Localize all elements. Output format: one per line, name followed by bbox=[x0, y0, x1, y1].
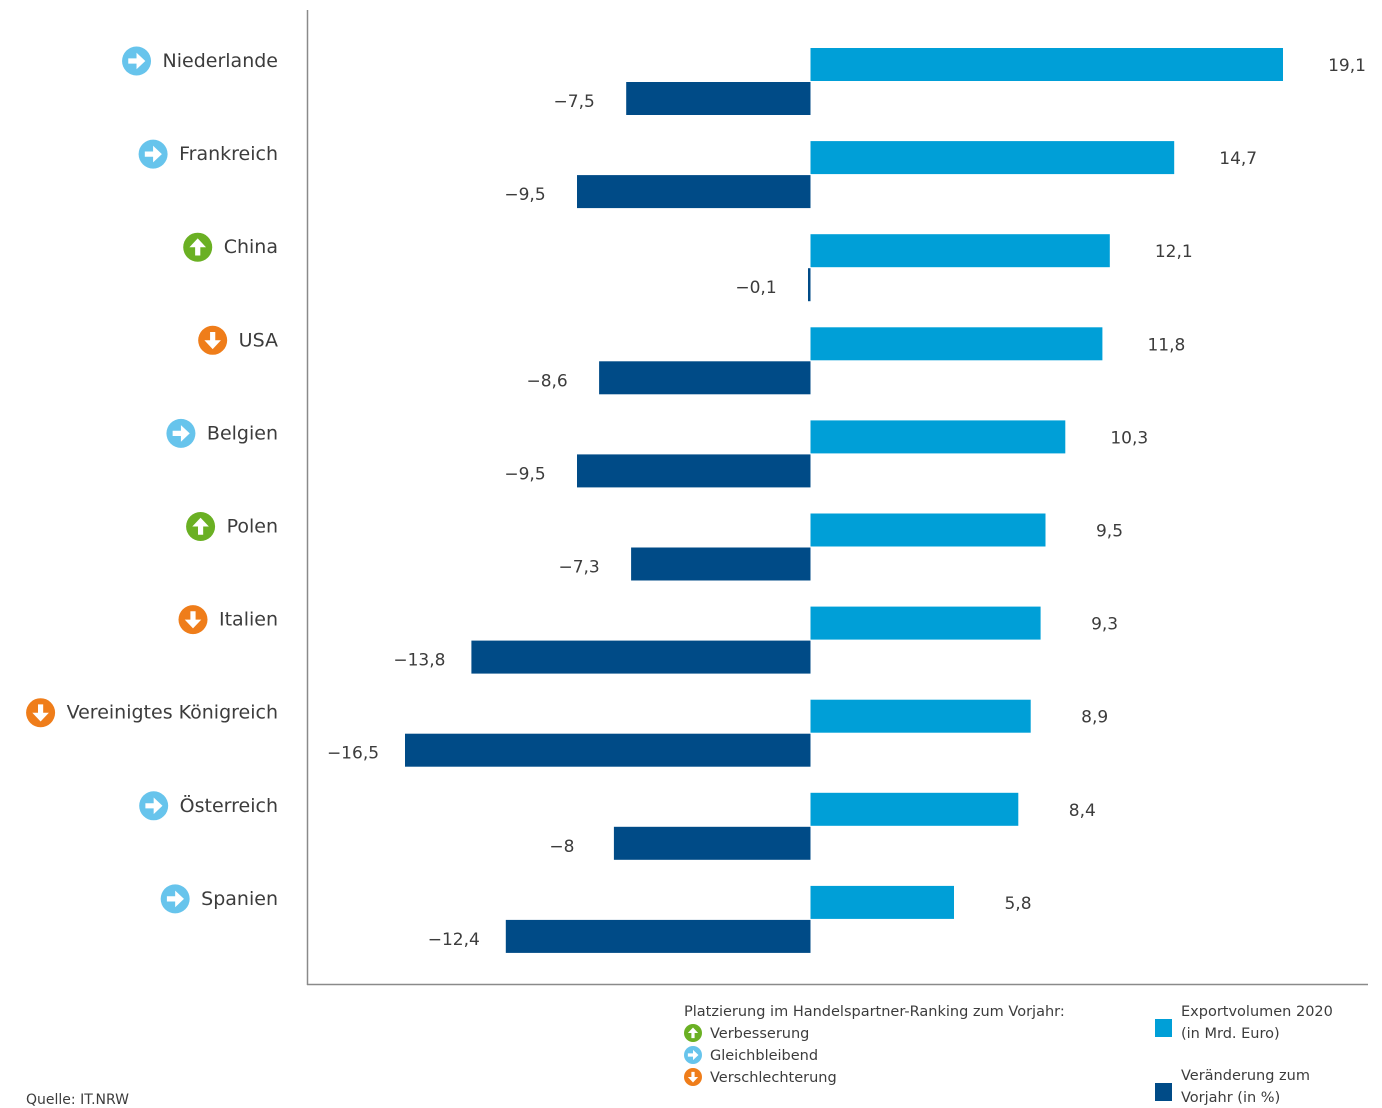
arrow-down-icon bbox=[684, 1068, 702, 1086]
data-label-export-volume: 9,5 bbox=[1096, 522, 1123, 542]
arrow-down-icon bbox=[198, 325, 228, 355]
legend-series-item: Exportvolumen 2020 (in Mrd. Euro) bbox=[1155, 1004, 1333, 1042]
data-label-change-previous-year: −7,3 bbox=[558, 558, 599, 578]
legend-ranking-label: Gleichbleibend bbox=[710, 1048, 818, 1064]
country-row: Frankreich 14,7 −9,5 bbox=[138, 139, 1257, 209]
chart-axes bbox=[306, 10, 1368, 986]
data-label-change-previous-year: −16,5 bbox=[327, 744, 379, 764]
country-row: China 12,1 −0,1 bbox=[183, 232, 1193, 302]
bar-change-previous-year bbox=[599, 361, 811, 395]
legend-series-label: (in Mrd. Euro) bbox=[1181, 1026, 1280, 1042]
country-label: Frankreich bbox=[179, 143, 278, 165]
data-label-export-volume: 12,1 bbox=[1155, 242, 1193, 262]
data-label-change-previous-year: −8,6 bbox=[526, 371, 567, 391]
legend-series-items: Exportvolumen 2020 (in Mrd. Euro) Veränder… bbox=[1155, 1004, 1333, 1106]
bar-change-previous-year bbox=[631, 547, 811, 581]
arrow-up-icon bbox=[186, 512, 216, 541]
country-row: Italien 9,3 −13,8 bbox=[178, 605, 1118, 674]
bar-change-previous-year bbox=[405, 733, 811, 767]
data-label-change-previous-year: −9,5 bbox=[504, 464, 545, 484]
country-row: Polen 9,5 −7,3 bbox=[186, 512, 1123, 581]
arrow-down-icon bbox=[26, 698, 56, 728]
country-label: Niederlande bbox=[163, 50, 278, 72]
data-label-change-previous-year: −12,4 bbox=[428, 930, 480, 950]
legend-series-item: Veränderung zum Vorjahr (in %) bbox=[1155, 1068, 1310, 1106]
bar-export-volume bbox=[810, 792, 1019, 826]
legend-ranking-item: Gleichbleibend bbox=[684, 1046, 818, 1064]
arrow-right-icon bbox=[122, 46, 152, 76]
data-label-export-volume: 19,1 bbox=[1328, 56, 1366, 76]
legend-swatch bbox=[1155, 1083, 1172, 1101]
bar-export-volume bbox=[810, 141, 1175, 175]
data-label-change-previous-year: −7,5 bbox=[554, 92, 595, 112]
arrow-right-icon bbox=[139, 791, 169, 821]
chart-legend: Platzierung im Handelspartner-Ranking zu… bbox=[684, 1004, 1333, 1106]
country-label: Spanien bbox=[201, 888, 278, 910]
country-label: China bbox=[224, 236, 278, 258]
arrow-right-icon bbox=[684, 1046, 702, 1064]
legend-ranking-items: Verbesserung Gleichbleibend Verschlechteru… bbox=[684, 1024, 837, 1086]
bar-change-previous-year bbox=[577, 175, 811, 209]
data-label-change-previous-year: −0,1 bbox=[735, 278, 776, 298]
bar-export-volume bbox=[810, 48, 1283, 81]
arrow-right-icon bbox=[166, 418, 196, 448]
bar-change-previous-year bbox=[577, 454, 811, 488]
country-row: Österreich 8,4 −8 bbox=[139, 791, 1096, 860]
country-row: Spanien 5,8 −12,4 bbox=[160, 884, 1032, 953]
arrow-right-icon bbox=[138, 139, 168, 169]
data-label-export-volume: 5,8 bbox=[1004, 894, 1031, 914]
legend-ranking-item: Verbesserung bbox=[684, 1024, 809, 1042]
legend-swatch bbox=[1155, 1019, 1172, 1037]
legend-series-label: Veränderung zum bbox=[1181, 1068, 1310, 1084]
arrow-right-icon bbox=[160, 884, 190, 914]
arrow-up-icon bbox=[183, 232, 213, 262]
data-label-change-previous-year: −13,8 bbox=[393, 651, 445, 671]
country-row: Belgien 10,3 −9,5 bbox=[166, 418, 1148, 488]
data-label-change-previous-year: −8 bbox=[549, 837, 574, 857]
country-row: USA 11,8 −8,6 bbox=[198, 325, 1185, 395]
data-label-export-volume: 10,3 bbox=[1110, 428, 1148, 448]
country-label: USA bbox=[239, 329, 278, 351]
data-label-change-previous-year: −9,5 bbox=[504, 185, 545, 205]
data-label-export-volume: 8,9 bbox=[1081, 708, 1108, 728]
legend-series-label: Vorjahr (in %) bbox=[1181, 1090, 1280, 1106]
country-label: Vereinigtes Königreich bbox=[67, 702, 278, 724]
legend-series-label: Exportvolumen 2020 bbox=[1181, 1004, 1333, 1020]
country-label: Belgien bbox=[207, 422, 278, 444]
country-label: Italien bbox=[219, 609, 278, 631]
bar-export-volume bbox=[810, 606, 1041, 640]
bar-export-volume bbox=[810, 513, 1046, 547]
country-row: Niederlande 19,1 −7,5 bbox=[122, 46, 1366, 115]
bar-export-volume bbox=[810, 234, 1110, 268]
bar-export-volume bbox=[810, 420, 1066, 454]
bar-change-previous-year bbox=[808, 268, 811, 302]
bar-change-previous-year bbox=[471, 640, 811, 674]
data-label-export-volume: 9,3 bbox=[1091, 615, 1118, 635]
source-note: Quelle: IT.NRW bbox=[26, 1092, 129, 1108]
bar-export-volume bbox=[810, 885, 954, 919]
legend-ranking-item: Verschlechterung bbox=[684, 1068, 837, 1086]
bar-change-previous-year bbox=[505, 919, 811, 953]
chart-rows: Niederlande 19,1 −7,5 Frankreich 14,7 −9,5 Chi… bbox=[26, 46, 1366, 953]
data-label-export-volume: 11,8 bbox=[1147, 335, 1185, 355]
country-row: Vereinigtes Königreich 8,9 −16,5 bbox=[26, 698, 1108, 767]
legend-ranking-label: Verschlechterung bbox=[710, 1070, 837, 1086]
data-label-export-volume: 8,4 bbox=[1069, 801, 1096, 821]
bar-change-previous-year bbox=[613, 826, 811, 860]
arrow-down-icon bbox=[178, 605, 208, 635]
legend-ranking-label: Verbesserung bbox=[710, 1026, 809, 1042]
arrow-up-icon bbox=[684, 1024, 702, 1042]
bar-change-previous-year bbox=[626, 82, 811, 115]
country-label: Österreich bbox=[180, 794, 278, 817]
country-label: Polen bbox=[227, 516, 278, 538]
bar-export-volume bbox=[810, 699, 1031, 733]
legend-ranking-title: Platzierung im Handelspartner-Ranking zu… bbox=[684, 1004, 1065, 1020]
data-label-export-volume: 14,7 bbox=[1219, 149, 1257, 169]
bar-export-volume bbox=[810, 327, 1103, 361]
